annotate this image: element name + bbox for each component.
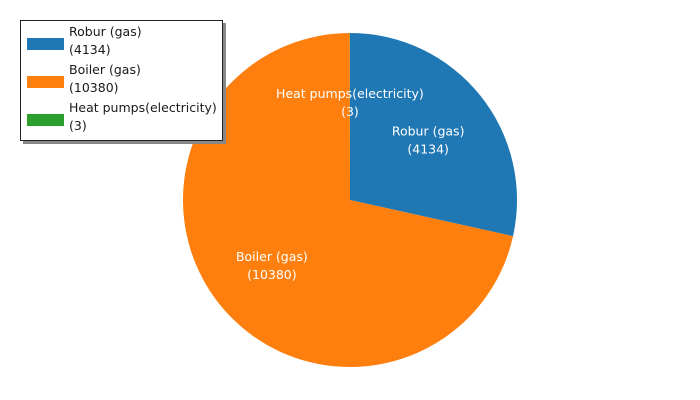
legend-value-heat-pumps: (3) — [69, 118, 87, 133]
legend: Robur (gas) (4134) Boiler (gas) (10380) … — [20, 20, 223, 141]
legend-item-boiler: Boiler (gas) (10380) — [21, 61, 222, 99]
slice-label-robur: Robur (gas) — [392, 123, 465, 138]
legend-label-heat-pumps: Heat pumps(electricity) — [69, 100, 217, 115]
slice-label-boiler: Boiler (gas) — [236, 249, 308, 264]
slice-label-heat-pumps: Heat pumps(electricity) — [276, 86, 424, 101]
slice-value-boiler: (10380) — [247, 267, 297, 282]
legend-label-robur: Robur (gas) — [69, 24, 142, 39]
legend-swatch-robur — [27, 38, 64, 50]
legend-value-boiler: (10380) — [69, 80, 119, 95]
legend-item-heat-pumps: Heat pumps(electricity) (3) — [21, 99, 222, 137]
slice-value-robur: (4134) — [407, 141, 449, 156]
pie-slice-robur — [350, 33, 517, 237]
pie-slice-boiler — [183, 33, 514, 367]
legend-item-robur: Robur (gas) (4134) — [21, 23, 222, 61]
pie-slices — [183, 33, 517, 367]
legend-value-robur: (4134) — [69, 42, 111, 57]
slice-labels: Robur (gas) (4134) Boiler (gas) (10380) Heat… — [236, 86, 464, 282]
slice-value-heat-pumps: (3) — [341, 104, 359, 119]
legend-swatch-heat-pumps — [27, 114, 64, 126]
legend-label-boiler: Boiler (gas) — [69, 62, 141, 77]
legend-swatch-boiler — [27, 76, 64, 88]
